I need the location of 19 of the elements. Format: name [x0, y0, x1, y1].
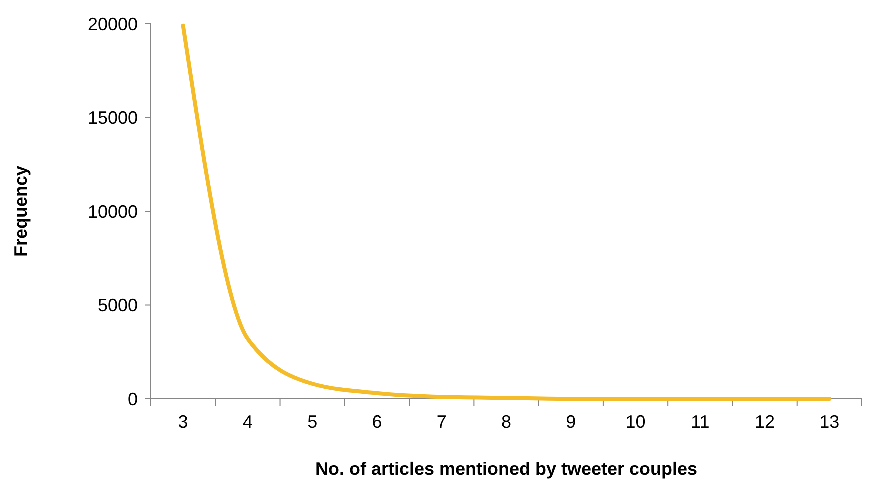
x-tick-label: 4 — [242, 412, 253, 432]
y-tick-label: 5000 — [98, 296, 138, 316]
x-tick-label: 6 — [372, 412, 382, 432]
y-axis-title: Frequency — [11, 166, 31, 258]
x-tick-label: 11 — [691, 412, 710, 432]
y-tick-label: 15000 — [88, 108, 138, 128]
y-tick-label: 20000 — [88, 14, 138, 34]
line-series — [181, 24, 832, 401]
x-tick-label: 12 — [755, 412, 776, 432]
x-tick-label: 3 — [178, 412, 188, 432]
x-tick-label: 7 — [436, 412, 447, 432]
x-tick-label: 9 — [566, 412, 576, 432]
x-axis-title: No. of articles mentioned by tweeter couples — [315, 459, 698, 479]
x-tick-label: 8 — [501, 412, 512, 432]
x-tick-label: 10 — [626, 412, 646, 432]
y-tick-label: 0 — [128, 389, 138, 410]
y-tick-label: 10000 — [88, 202, 138, 222]
x-tick-label: 5 — [308, 412, 318, 432]
x-tick-label: 13 — [820, 412, 840, 432]
